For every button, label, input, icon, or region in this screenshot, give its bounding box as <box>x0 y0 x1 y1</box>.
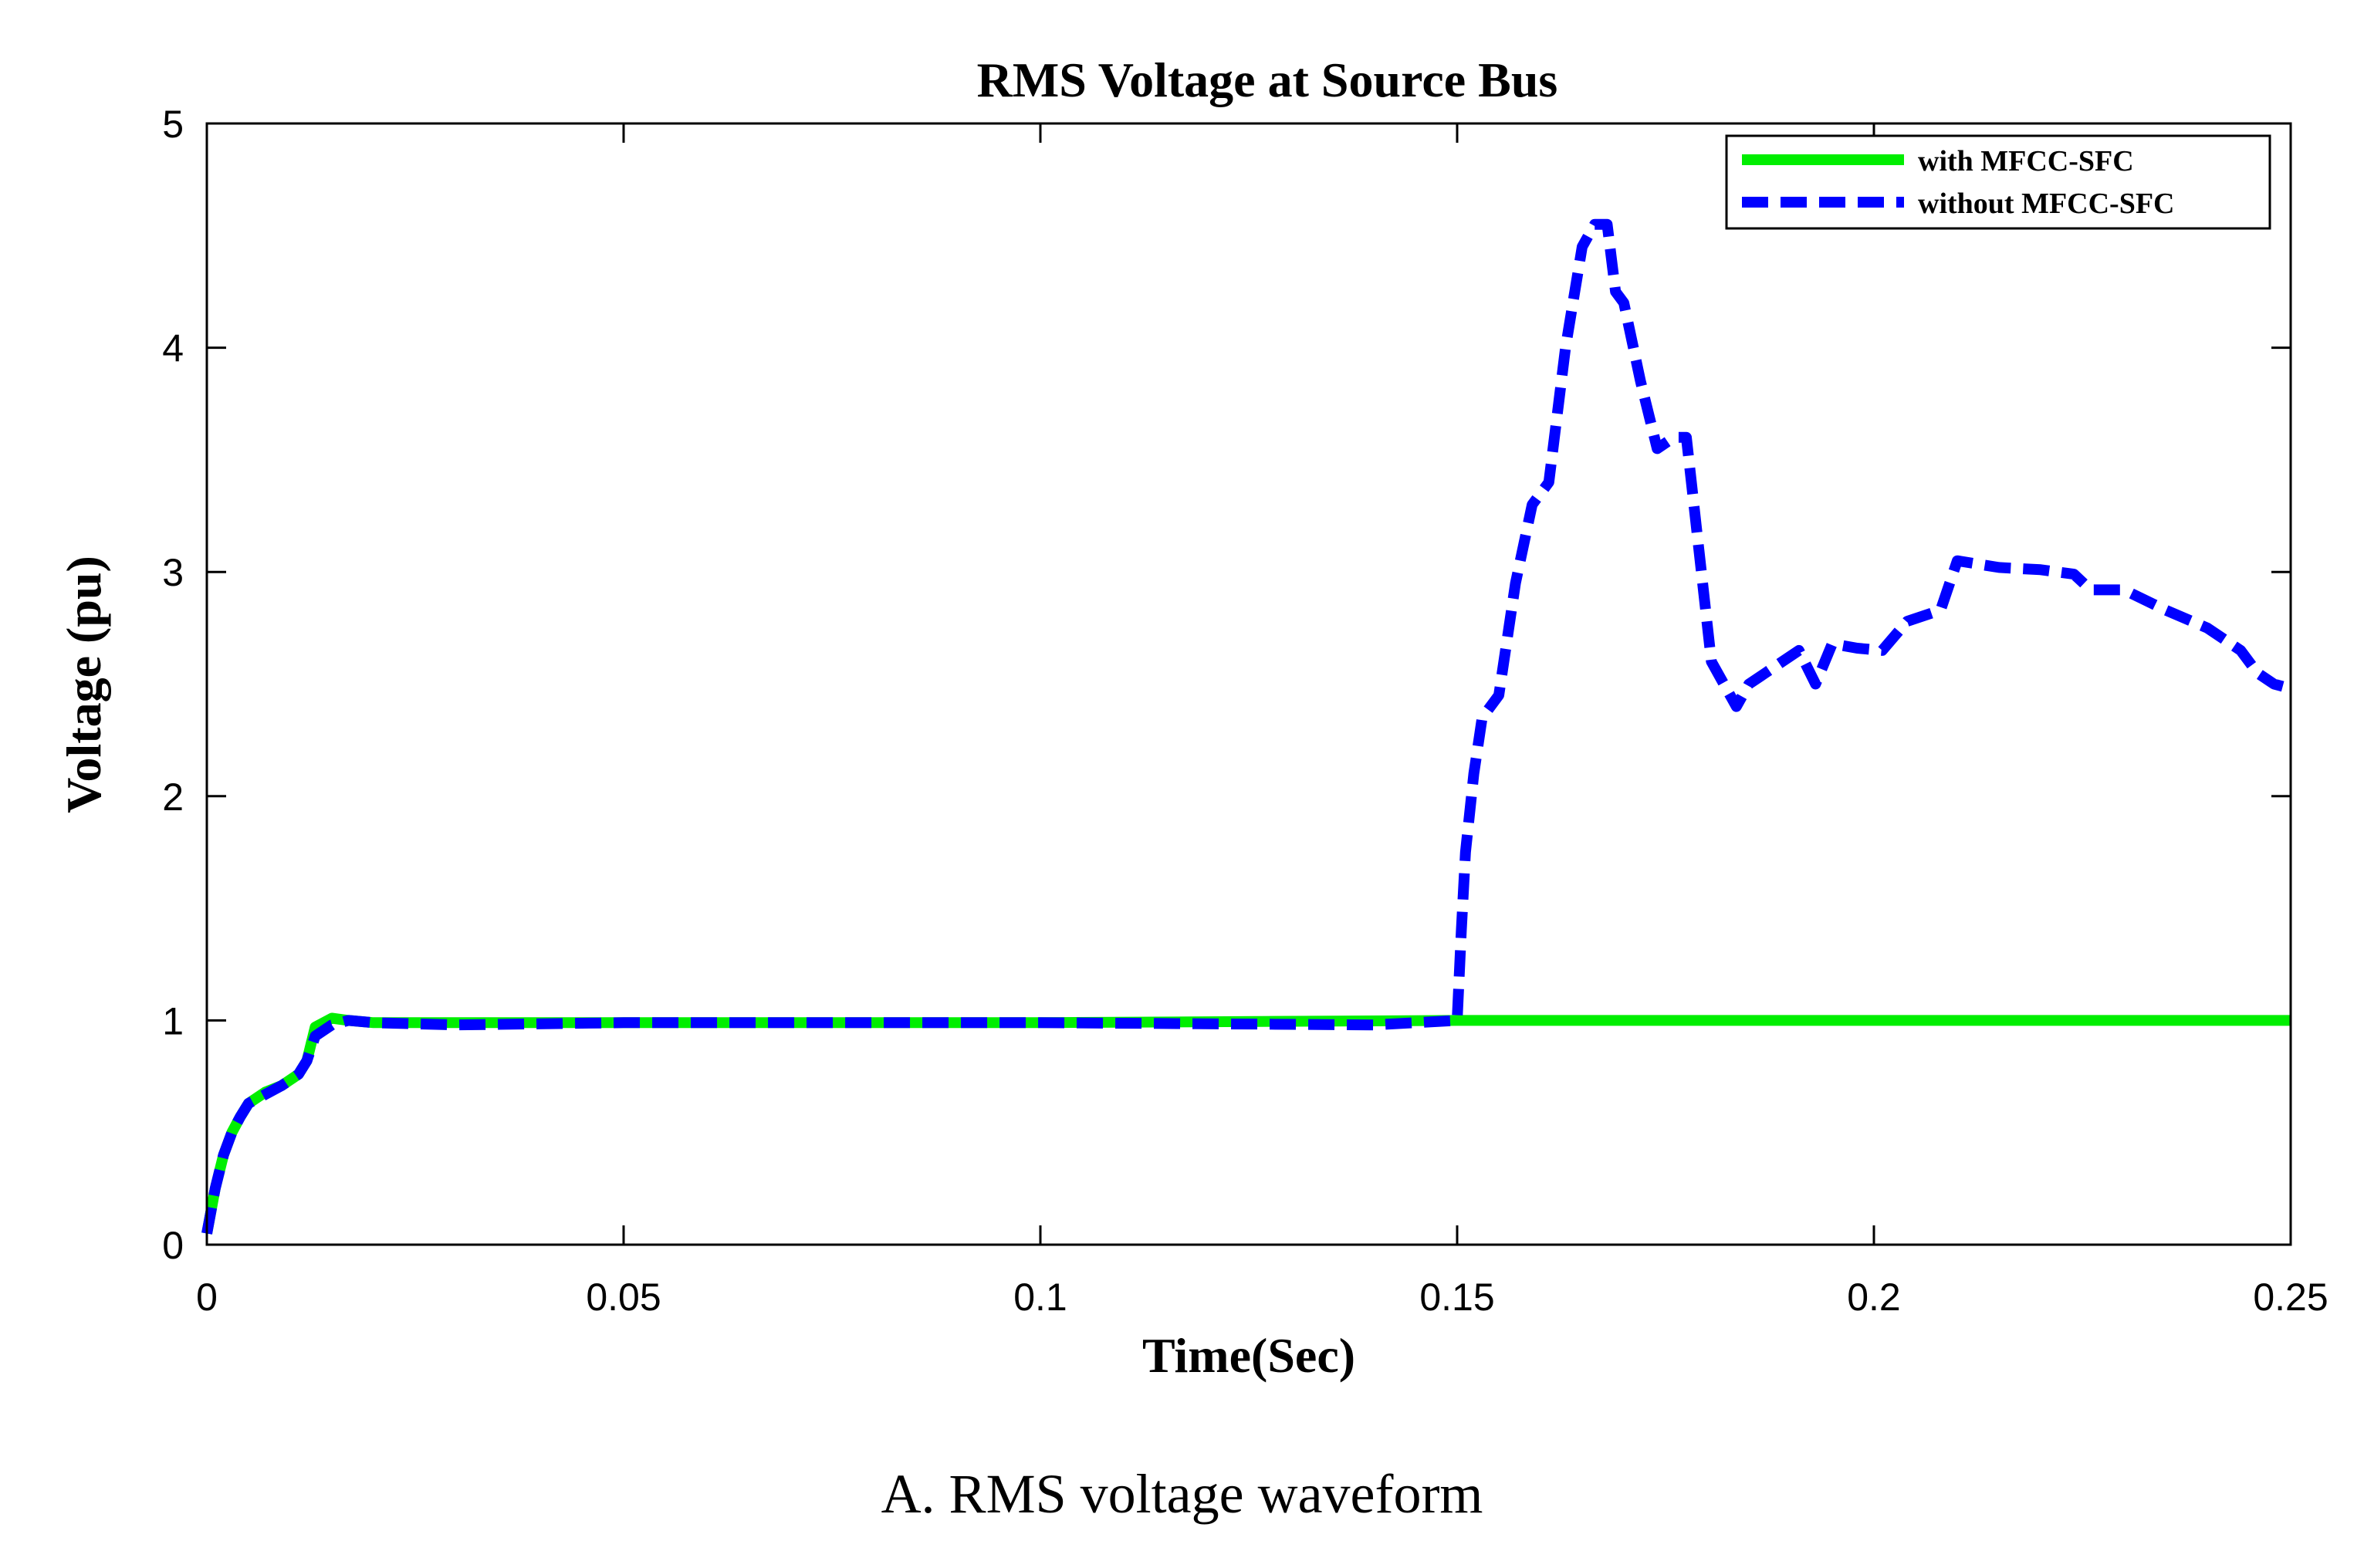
y-tick-label: 0 <box>162 1224 184 1267</box>
x-tick-label: 0 <box>196 1276 218 1319</box>
x-tick-label: 0.15 <box>1419 1276 1494 1319</box>
x-tick-label: 0.1 <box>1013 1276 1067 1319</box>
series-group <box>201 218 2292 1235</box>
series-line-with-mfcc-sfc <box>201 1012 2291 1235</box>
plot-frame <box>205 122 2292 1246</box>
x-tick-label: 0.25 <box>2253 1276 2328 1319</box>
x-tick-label: 0.2 <box>1847 1276 1901 1319</box>
y-tick-label: 3 <box>162 551 184 594</box>
y-tick-label: 5 <box>162 103 184 146</box>
x-axis-label: Time(Sec) <box>1142 1328 1355 1383</box>
legend-box <box>1725 134 2271 230</box>
axis-ticks: 0 0.05 0.1 0.15 0.2 0.25 0 1 2 3 4 5 <box>162 103 2328 1319</box>
legend-label-with-mfcc-sfc: with MFCC-SFC <box>1918 145 2134 177</box>
series-line-without-mfcc-sfc <box>201 218 2292 1235</box>
chart-title: RMS Voltage at Source Bus <box>977 52 1558 107</box>
legend-label-without-mfcc-sfc: without MFCC-SFC <box>1918 188 2174 220</box>
x-tick-label: 0.05 <box>586 1276 661 1319</box>
y-tick-label: 2 <box>162 776 184 819</box>
legend: with MFCC-SFC without MFCC-SFC <box>1725 134 2271 230</box>
figure-caption: A. RMS voltage waveform <box>881 1463 1483 1525</box>
y-tick-label: 4 <box>162 327 184 370</box>
y-axis-label: Voltage (pu) <box>56 556 111 813</box>
y-tick-label: 1 <box>162 999 184 1043</box>
